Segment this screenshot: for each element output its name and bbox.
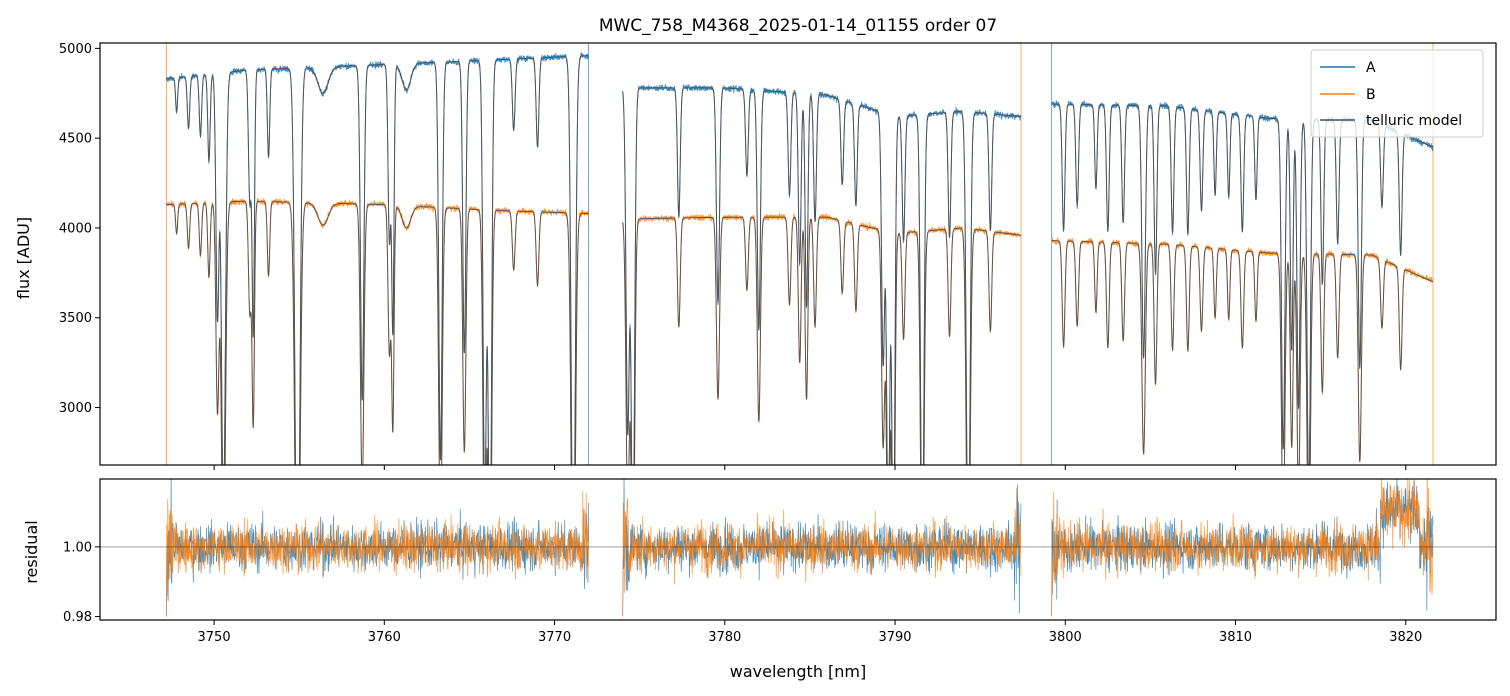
bottom-axes-frame — [99, 478, 1497, 621]
top-y-tick-label: 5000 — [59, 42, 92, 57]
series-b-flux-line — [165, 198, 1434, 465]
legend-label-telluric: telluric model — [1366, 113, 1462, 129]
bottom-y-tick-label: 1.00 — [63, 540, 92, 555]
bottom-x-tick-label: 3760 — [368, 630, 401, 645]
bottom-x-tick-label: 3750 — [198, 630, 231, 645]
bottom-y-ticks: 0.98 1.00 — [63, 540, 100, 625]
bottom-x-ticks: 3750 3760 3770 3780 3790 3800 3810 3820 — [198, 620, 1422, 645]
top-x-ticks — [213, 465, 1407, 470]
bottom-y-tick-label: 0.98 — [63, 610, 92, 625]
bottom-plot-area — [100, 479, 1496, 617]
bottom-x-tick-label: 3780 — [708, 630, 741, 645]
legend-label-b: B — [1366, 87, 1376, 103]
x-axis-label: wavelength [nm] — [730, 662, 867, 681]
chart-title: MWC_758_M4368_2025-01-14_01155 order 07 — [599, 16, 997, 36]
top-y-tick-label: 4000 — [59, 221, 92, 236]
telluric-model-b-line — [166, 200, 1434, 465]
bottom-x-tick-label: 3790 — [878, 630, 911, 645]
bottom-panel: 0.98 1.00 3750 3760 3770 3780 3790 3800 3810 382… — [22, 478, 1497, 681]
legend: A B telluric model — [1310, 49, 1484, 138]
bottom-x-tick-label: 3800 — [1049, 630, 1082, 645]
top-panel: 3000 3500 4000 4500 5000 flux [ADU] A B tell… — [14, 42, 1497, 470]
legend-box — [1310, 49, 1484, 138]
top-y-ticks: 3000 3500 4000 4500 5000 — [59, 42, 100, 416]
top-y-axis-label: flux [ADU] — [14, 217, 33, 299]
top-plot-area — [165, 43, 1434, 465]
top-y-tick-label: 3000 — [59, 401, 92, 416]
top-axes-frame — [99, 42, 1497, 466]
bottom-y-axis-label: residual — [22, 520, 41, 583]
bottom-x-tick-label: 3810 — [1219, 630, 1252, 645]
top-y-tick-label: 3500 — [59, 311, 92, 326]
bottom-x-tick-label: 3770 — [538, 630, 571, 645]
bottom-x-tick-label: 3820 — [1389, 630, 1422, 645]
top-y-tick-label: 4500 — [59, 132, 92, 147]
series-b-residual-line — [166, 479, 1434, 617]
legend-label-a: A — [1366, 60, 1376, 76]
